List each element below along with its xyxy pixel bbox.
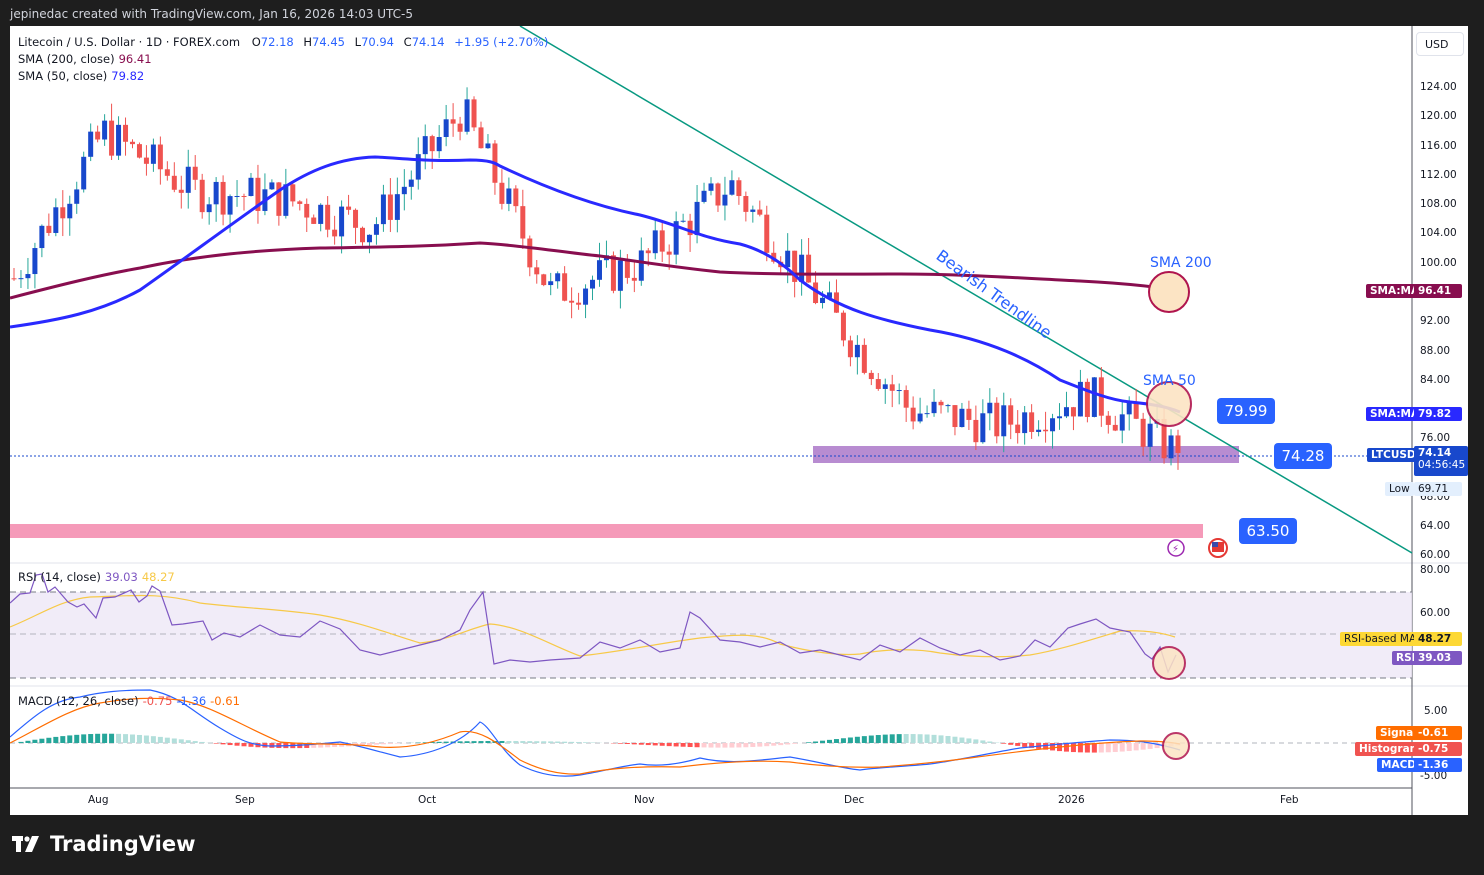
time-tick-feb: Feb: [1280, 794, 1299, 806]
signal-line: [10, 697, 1181, 775]
price-tick: 64.00: [1420, 520, 1451, 533]
trendline-label: Bearish Trendline: [933, 246, 1056, 342]
time-tick-nov: Nov: [634, 794, 655, 806]
macd-legend[interactable]: MACD (12, 26, close) -0.75 -1.36 -0.61: [18, 694, 240, 708]
macd-tag-label: MACD: [1377, 758, 1420, 772]
price-box-79-99[interactable]: 79.99: [1217, 398, 1275, 424]
sma200-annotation: SMA 200: [1150, 255, 1212, 271]
ohlc-high: H74.45: [303, 35, 345, 49]
last-price-tag: 74.14 04:56:45: [1414, 446, 1468, 476]
rsi-ma-tag-label: RSI-based MA: [1340, 632, 1421, 646]
sma200-line: [10, 241, 1176, 300]
sma200-circle: [1148, 271, 1190, 313]
price-tick: 84.00: [1420, 373, 1451, 386]
sma200-legend[interactable]: SMA (200, close) 96.41: [18, 52, 152, 66]
ohlc-change: +1.95 (+2.70%): [454, 35, 549, 49]
ohlc-open: O72.18: [251, 35, 294, 49]
time-tick-dec: Dec: [844, 794, 865, 806]
tradingview-logo[interactable]: TradingView: [12, 832, 195, 856]
ohlc-low: L70.94: [354, 35, 394, 49]
symbol-legend[interactable]: Litecoin / U.S. Dollar · 1D · FOREX.com …: [18, 35, 548, 49]
rsi-circle: [1152, 646, 1186, 680]
sma50-circle: [1146, 381, 1192, 427]
time-tick-2026: 2026: [1058, 794, 1085, 806]
sma50-axis-tag-value: 79.82: [1414, 407, 1462, 421]
signal-tag-value: -0.61: [1414, 726, 1462, 740]
last-price-tag-label: LTCUSD: [1367, 448, 1420, 462]
price-tick: 76.00: [1420, 432, 1451, 445]
macd-circle: [1162, 732, 1190, 760]
rsi-tick: 60.00: [1420, 607, 1451, 619]
bearish-trendline: [519, 26, 1413, 554]
price-tick: 120.00: [1420, 110, 1457, 123]
chart-caption: jepinedac created with TradingView.com, …: [10, 7, 414, 21]
rsi-tag-value: 39.03: [1414, 651, 1462, 665]
low-tag-value: 69.71: [1414, 482, 1462, 496]
sma200-axis-tag-value: 96.41: [1414, 284, 1462, 298]
signal-tag-label: Signal: [1376, 726, 1421, 740]
rsi-ma-tag-value: 48.27: [1414, 632, 1462, 646]
currency-button[interactable]: USD: [1416, 32, 1464, 56]
sma50-annotation: SMA 50: [1143, 373, 1196, 389]
lightning-icon: [1167, 539, 1185, 557]
svg-text:⚡: ⚡: [1172, 544, 1179, 555]
macd-tick: 5.00: [1424, 705, 1448, 717]
price-tick: 100.00: [1420, 256, 1457, 269]
symbol-name: Litecoin / U.S. Dollar · 1D · FOREX.com: [18, 35, 241, 49]
sma50-legend[interactable]: SMA (50, close) 79.82: [18, 69, 145, 83]
rsi-ma-line: [10, 594, 1176, 658]
sma50-line: [10, 155, 1181, 414]
macd-tick: -5.00: [1420, 770, 1448, 782]
tradingview-logo-icon: [12, 836, 39, 852]
rsi-tag-label: RSI: [1392, 651, 1420, 665]
low-tag-label: Low: [1385, 482, 1414, 496]
chart-canvas[interactable]: Bearish Trendline ⚡: [10, 26, 1468, 815]
time-tick-aug: Aug: [88, 794, 109, 806]
time-tick-oct: Oct: [418, 794, 437, 806]
rsi-tick: 80.00: [1420, 564, 1451, 576]
sma50-axis-tag-label: SMA:MA: [1366, 407, 1424, 421]
price-tick: 124.00: [1420, 81, 1457, 93]
time-tick-sep: Sep: [235, 794, 255, 806]
price-tick: 92.00: [1420, 315, 1451, 328]
price-box-63-50[interactable]: 63.50: [1239, 518, 1297, 544]
price-box-74-28[interactable]: 74.28: [1274, 443, 1332, 469]
ohlc-close: C74.14: [403, 35, 445, 49]
sma200-axis-tag-label: SMA:MA: [1366, 284, 1424, 298]
macd-tag-value: -1.36: [1414, 758, 1462, 772]
price-tick: 60.00: [1420, 549, 1451, 562]
price-tick: 116.00: [1420, 139, 1457, 152]
price-tick: 112.00: [1420, 168, 1457, 181]
histogram-tag-value: -0.75: [1414, 742, 1462, 756]
histogram-tag-label: Histogram: [1355, 742, 1425, 756]
price-tick: 88.00: [1420, 344, 1451, 357]
price-tick: 108.00: [1420, 198, 1457, 211]
rsi-line: [10, 573, 1177, 674]
support-zone-74: [813, 446, 1239, 463]
price-tick: 104.00: [1420, 227, 1457, 240]
brand-name: TradingView: [50, 832, 196, 856]
support-zone-63: [10, 524, 1203, 538]
rsi-legend[interactable]: RSI (14, close) 39.03 48.27: [18, 570, 175, 584]
chart-frame[interactable]: Bearish Trendline ⚡ Litecoin / U.S. Doll…: [10, 26, 1468, 815]
